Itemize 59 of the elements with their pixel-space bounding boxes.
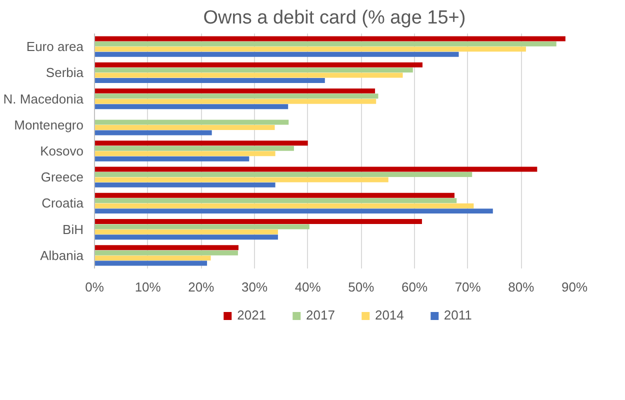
bar <box>94 68 413 73</box>
legend-label: 2011 <box>444 308 472 322</box>
y-tick-label: BiH <box>62 222 84 237</box>
bar <box>94 224 310 230</box>
x-tick-label: 20% <box>188 280 215 294</box>
y-tick-label: N. Macedonia <box>3 91 84 106</box>
legend-label: 2014 <box>374 308 404 322</box>
bar <box>94 140 308 146</box>
bar <box>94 120 289 125</box>
bar <box>94 41 556 46</box>
x-tick-label: 40% <box>294 280 322 294</box>
bar <box>94 182 276 188</box>
bar <box>94 78 325 83</box>
legend-label: 2017 <box>306 308 335 322</box>
x-tick-label: 80% <box>508 280 535 294</box>
y-tick-label: Greece <box>40 170 84 185</box>
bar <box>94 36 566 42</box>
x-tick-label: 0% <box>85 280 104 294</box>
y-tick-label: Albania <box>40 248 84 263</box>
bar <box>94 62 422 68</box>
bar <box>94 104 288 110</box>
bar <box>94 203 474 208</box>
x-tick-label: 10% <box>134 280 162 294</box>
bar <box>94 245 238 250</box>
bar <box>94 208 493 214</box>
bar <box>94 130 212 136</box>
bar <box>94 177 388 182</box>
bar <box>94 250 238 256</box>
y-tick-label: Serbia <box>46 65 84 80</box>
bar <box>94 166 538 172</box>
bar <box>94 98 376 104</box>
legend-label: 2021 <box>237 308 266 322</box>
bar <box>94 88 376 94</box>
x-tick-label: 30% <box>241 280 268 294</box>
bar <box>94 72 403 78</box>
bar <box>94 94 378 99</box>
y-tick-label: Montenegro <box>14 117 84 132</box>
bar <box>94 46 526 52</box>
bar <box>94 172 472 177</box>
x-tick-label: 50% <box>348 280 375 294</box>
y-tick-label: Croatia <box>42 196 84 211</box>
bar <box>94 260 208 266</box>
y-tick-label: Kosovo <box>40 144 84 158</box>
bar <box>94 192 454 198</box>
bar <box>94 256 211 261</box>
bar <box>94 52 459 57</box>
bar <box>94 229 278 234</box>
x-tick-label: 70% <box>454 280 482 294</box>
bar <box>94 146 294 151</box>
bar <box>94 125 275 130</box>
x-tick-label: 60% <box>401 280 428 294</box>
chart-title: Owns a debit card (% age 15+) <box>203 8 466 28</box>
bar <box>94 156 250 162</box>
bar <box>94 198 457 204</box>
bar <box>94 234 278 240</box>
bar <box>94 151 276 156</box>
y-tick-label: Euro area <box>26 39 84 54</box>
x-tick-label: 90% <box>561 280 588 294</box>
bar <box>94 219 422 224</box>
